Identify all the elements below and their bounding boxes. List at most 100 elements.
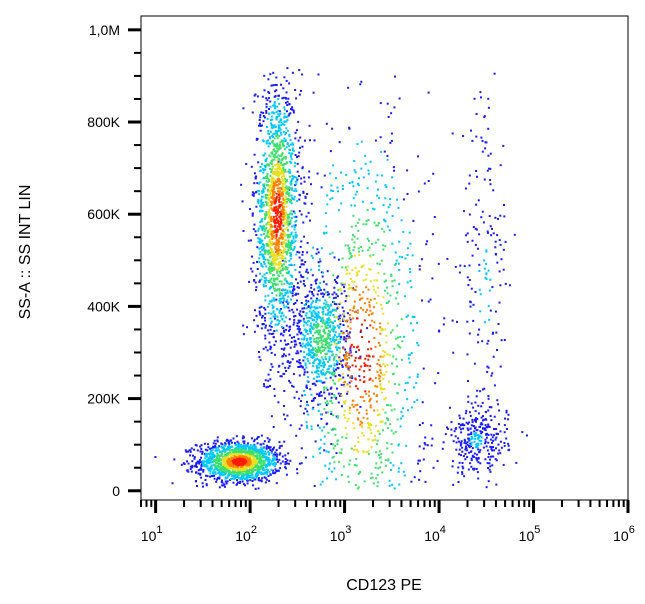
data-point xyxy=(289,170,292,173)
data-point xyxy=(465,442,467,445)
data-point xyxy=(240,462,243,465)
data-point xyxy=(473,362,476,365)
data-point xyxy=(341,184,344,187)
data-point xyxy=(373,279,376,282)
data-point xyxy=(241,465,244,468)
data-point xyxy=(264,249,267,252)
data-point xyxy=(240,445,243,448)
data-point xyxy=(267,184,270,187)
data-point xyxy=(227,462,230,465)
data-point xyxy=(329,325,332,328)
data-point xyxy=(409,271,412,274)
data-point xyxy=(378,413,381,416)
data-point xyxy=(210,450,213,452)
data-point xyxy=(386,364,389,366)
data-point xyxy=(274,132,277,135)
data-point xyxy=(271,365,274,368)
data-point xyxy=(282,231,285,234)
data-point xyxy=(276,180,279,183)
data-point xyxy=(310,254,313,257)
data-point xyxy=(298,256,301,259)
data-point xyxy=(392,373,394,376)
data-point xyxy=(293,211,296,214)
data-point xyxy=(275,197,278,200)
data-point xyxy=(478,233,481,236)
data-point xyxy=(267,458,270,461)
data-point xyxy=(303,338,305,341)
data-point xyxy=(312,340,315,343)
data-point xyxy=(460,442,463,445)
data-point xyxy=(368,268,371,271)
data-point xyxy=(313,319,316,322)
data-point xyxy=(212,446,215,449)
data-point xyxy=(300,447,303,450)
data-point xyxy=(274,315,277,318)
data-point xyxy=(365,409,368,412)
data-point xyxy=(274,468,277,471)
data-point xyxy=(260,305,263,308)
data-point xyxy=(225,465,228,468)
data-point xyxy=(286,282,289,284)
data-point xyxy=(266,473,269,475)
data-point xyxy=(195,471,197,474)
data-point xyxy=(237,473,240,476)
data-point xyxy=(200,468,203,471)
data-point xyxy=(227,458,230,461)
data-point xyxy=(332,339,334,342)
data-point xyxy=(326,313,329,316)
data-point xyxy=(285,205,288,208)
data-point xyxy=(231,463,234,466)
data-point xyxy=(245,163,248,165)
data-point xyxy=(237,481,239,484)
data-point xyxy=(381,174,383,177)
data-point xyxy=(296,199,299,202)
data-point xyxy=(252,468,255,471)
data-point xyxy=(236,458,239,460)
data-point xyxy=(234,442,236,445)
data-point xyxy=(273,144,276,147)
data-point xyxy=(271,230,274,233)
data-point xyxy=(286,299,289,302)
data-point xyxy=(250,466,253,469)
data-point xyxy=(331,443,334,446)
data-point xyxy=(265,157,268,160)
data-point xyxy=(279,119,282,122)
data-point xyxy=(356,221,359,224)
data-point xyxy=(318,268,320,271)
data-point xyxy=(258,280,261,283)
data-point xyxy=(265,265,268,268)
data-point xyxy=(480,96,482,99)
data-point xyxy=(278,447,281,450)
data-point xyxy=(247,460,250,463)
data-point xyxy=(253,100,256,103)
data-point xyxy=(272,306,275,309)
data-point xyxy=(315,354,318,356)
data-point xyxy=(366,327,369,330)
data-point xyxy=(487,395,490,397)
data-point xyxy=(296,360,299,363)
data-point xyxy=(382,377,385,380)
data-point xyxy=(458,426,461,429)
data-point xyxy=(247,471,250,474)
data-point xyxy=(310,311,313,314)
data-point xyxy=(275,116,278,119)
data-point xyxy=(281,252,284,255)
data-point xyxy=(454,435,457,438)
data-point xyxy=(269,368,272,371)
data-point xyxy=(251,472,254,475)
data-point xyxy=(282,246,285,249)
data-point xyxy=(261,249,264,252)
data-point xyxy=(286,193,289,195)
data-point xyxy=(276,213,279,216)
data-point xyxy=(259,451,261,453)
data-point xyxy=(371,312,374,315)
data-point xyxy=(358,253,361,256)
data-point xyxy=(386,286,388,289)
data-point xyxy=(293,340,296,343)
data-point xyxy=(498,239,501,242)
data-point xyxy=(299,332,302,335)
data-point xyxy=(387,380,390,383)
data-point xyxy=(317,403,320,406)
data-point xyxy=(235,450,238,453)
data-point xyxy=(325,411,328,414)
